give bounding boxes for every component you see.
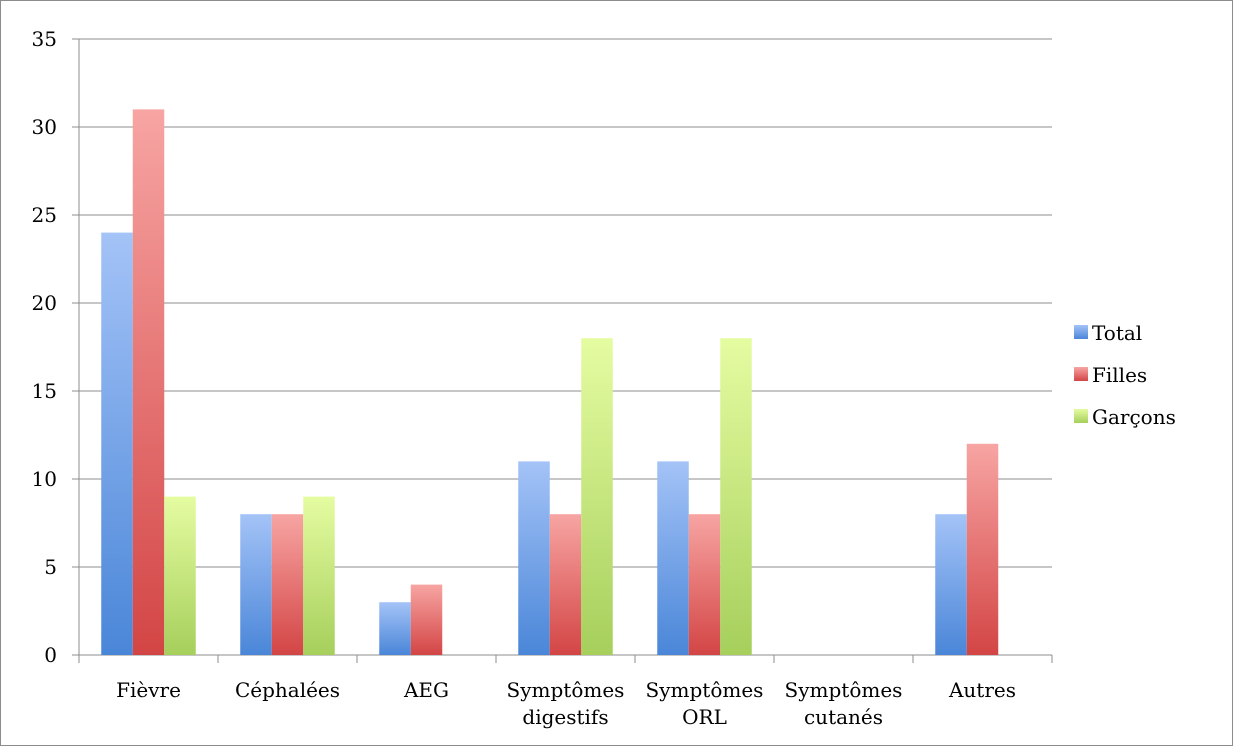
bar-total — [935, 514, 967, 655]
bar-total — [518, 461, 550, 655]
bar-filles — [410, 584, 443, 655]
legend-label: Total — [1092, 321, 1142, 345]
x-tick-label: Symptômes digestifs — [507, 678, 625, 729]
bar-filles — [271, 514, 304, 655]
legend-item: Total — [1074, 321, 1142, 345]
y-axis: 0 5 10 15 20 25 30 35 — [32, 27, 80, 667]
bar-total — [101, 232, 133, 655]
bar-garons — [720, 338, 752, 655]
legend-item: Filles — [1074, 363, 1147, 387]
bar-garons — [164, 496, 196, 655]
y-tick-label: 5 — [44, 555, 57, 579]
x-tick-label: Symptômes ORL — [646, 678, 764, 729]
y-tick-label: 35 — [32, 27, 57, 51]
bar-filles — [688, 514, 721, 655]
legend-label: Garçons — [1092, 405, 1176, 429]
bar-total — [379, 602, 411, 655]
legend-item: Garçons — [1074, 405, 1176, 429]
y-tick-label: 20 — [32, 291, 57, 315]
x-tick-label: Symptômes cutanés — [785, 678, 903, 729]
x-axis-labels: Fièvre Céphalées AEG Symptômes digestifs Symp… — [116, 678, 1016, 729]
bar-garons — [581, 338, 613, 655]
y-tick-label: 15 — [32, 379, 57, 403]
bar-total — [657, 461, 689, 655]
bar-total — [240, 514, 272, 655]
y-tick-label: 25 — [32, 203, 57, 227]
y-tick-label: 0 — [44, 643, 57, 667]
bars — [101, 109, 999, 655]
x-tick-label: Autres — [948, 678, 1016, 702]
x-axis — [78, 654, 1053, 663]
legend-swatch — [1074, 367, 1088, 381]
legend-swatch — [1074, 409, 1088, 423]
bar-garons — [303, 496, 335, 655]
legend-swatch — [1074, 325, 1088, 339]
bar-filles — [549, 514, 582, 655]
gridlines — [79, 38, 1052, 568]
bar-filles — [966, 443, 999, 655]
legend-label: Filles — [1092, 363, 1147, 387]
x-tick-label: Fièvre — [116, 678, 181, 702]
y-tick-label: 30 — [32, 115, 57, 139]
x-tick-label: AEG — [403, 678, 449, 702]
legend: Total Filles Garçons — [1074, 321, 1176, 429]
x-tick-label: Céphalées — [235, 678, 340, 702]
y-tick-label: 10 — [32, 467, 57, 491]
bar-filles — [132, 109, 165, 655]
